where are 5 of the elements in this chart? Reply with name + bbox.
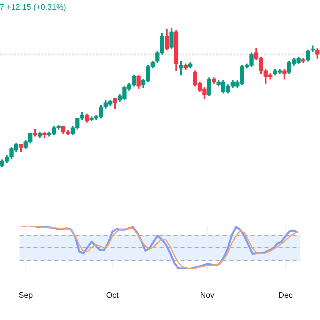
- x-tick-label: Dec: [278, 291, 293, 300]
- x-tick-label: Sep: [18, 291, 34, 300]
- text: 7 +12.15 (+0.31%): [0, 3, 67, 12]
- x-tick-label: Nov: [200, 291, 215, 300]
- x-tick-label: Oct: [106, 291, 120, 300]
